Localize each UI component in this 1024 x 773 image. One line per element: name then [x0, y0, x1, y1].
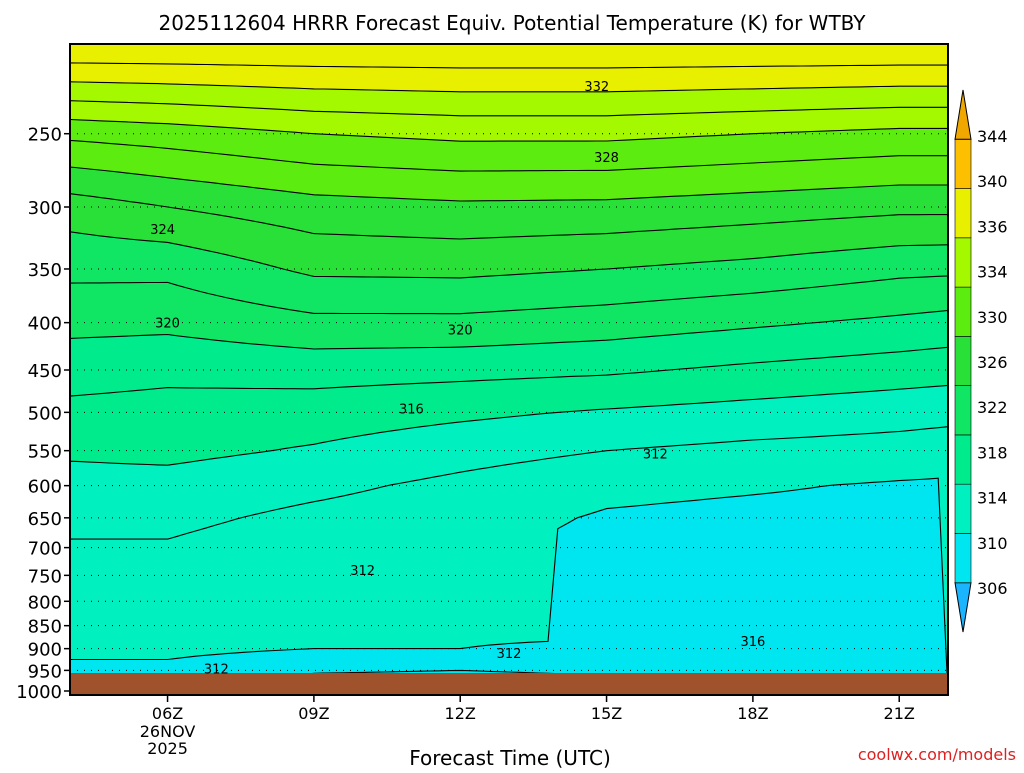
contour-label-text: 312: [350, 564, 375, 579]
contour-label-text: 320: [448, 324, 473, 339]
filled-bands: [70, 44, 948, 695]
y-tick-label: 350: [28, 260, 62, 281]
colorbar-swatch-312: [954, 483, 972, 534]
contour-label: 312: [643, 448, 668, 463]
contour-label: 316: [740, 635, 765, 650]
contour-label: 332: [584, 80, 609, 95]
x-tick-label: 15Z: [591, 704, 622, 723]
y-tick-label: 800: [28, 592, 62, 613]
contour-label-text: 328: [594, 151, 619, 166]
contour-334: [70, 100, 948, 117]
y-tick-label: 400: [28, 314, 62, 335]
contour-label: 312: [204, 662, 229, 677]
colorbar-label: 344: [977, 127, 1008, 146]
contour-326: [70, 193, 948, 240]
y-tick-label: 750: [28, 566, 62, 587]
colorbar-swatch-332: [954, 237, 972, 288]
contour-320: [70, 309, 948, 350]
contour-314: [70, 426, 948, 540]
y-tick-label: 1000: [16, 682, 62, 703]
contour-330: [70, 139, 948, 172]
contour-labels: 332 328 324 320 320 316 312 312 312 316 312: [150, 80, 765, 677]
contour-318: [70, 346, 948, 397]
y-tick-label: 900: [28, 640, 62, 661]
colorbar-label: 310: [977, 534, 1008, 553]
y-tick-label: 550: [28, 442, 62, 463]
contour-label: 316: [399, 402, 424, 417]
colorbar-swatch-308: [954, 533, 972, 584]
contour-label-text: 316: [740, 635, 765, 650]
x-axis-title: Forecast Time (UTC): [409, 746, 611, 768]
colorbar-label: 318: [977, 443, 1008, 462]
contour-312: [70, 477, 948, 695]
contour-338: [70, 62, 948, 69]
contour-label-text: 312: [497, 647, 522, 662]
contour-332: [70, 118, 948, 142]
y-tick-label: 850: [28, 617, 62, 638]
colorbar-cap-top: [954, 89, 972, 140]
chart-title: 2025112604 HRRR Forecast Equiv. Potentia…: [158, 11, 866, 35]
colorbar-label: 334: [977, 263, 1008, 282]
contour-label: 324: [150, 223, 175, 238]
colorbar-swatch-336: [954, 188, 972, 239]
x-tick-label: 09Z: [298, 704, 329, 723]
contour-328: [70, 166, 948, 202]
pressure-axis: 2503003504004505005506006507007508008509…: [16, 125, 70, 703]
x-tick-sublabel: 26NOV: [140, 722, 196, 741]
contour-label: 312: [350, 564, 375, 579]
y-tick-label: 250: [28, 125, 62, 146]
colorbar-swatch-340: [954, 138, 972, 189]
y-tick-label: 300: [28, 198, 62, 219]
colorbar-label: 330: [977, 308, 1008, 327]
contour-label-text: 320: [155, 317, 180, 332]
contour-label: 312: [497, 647, 522, 662]
colorbar-swatch-320: [954, 385, 972, 436]
contour-label-text: 312: [643, 448, 668, 463]
y-tick-label: 700: [28, 539, 62, 560]
contour-label: 320: [155, 317, 180, 332]
colorbar-swatch-324: [954, 336, 972, 386]
contour-336: [70, 81, 948, 93]
x-tick-label: 21Z: [884, 704, 915, 723]
contour-324: [70, 231, 948, 279]
contour-label-text: 316: [399, 402, 424, 417]
colorbar: 344 340 336 334 330 326 322 318 314 310 306: [954, 89, 1008, 633]
colorbar-cap-bottom: [954, 582, 972, 633]
contour-label: 328: [594, 151, 619, 166]
colorbar-label: 340: [977, 172, 1008, 191]
colorbar-label: 306: [977, 579, 1008, 598]
y-tick-label: 600: [28, 477, 62, 498]
x-tick-label: 18Z: [737, 704, 768, 723]
contour-lines: [70, 62, 948, 695]
colorbar-label: 326: [977, 353, 1008, 372]
contour-316: [70, 384, 948, 466]
credit-text: coolwx.com/models: [858, 745, 1016, 764]
contour-label-text: 332: [584, 80, 609, 95]
y-tick-label: 650: [28, 509, 62, 530]
contour-label-text: 312: [204, 662, 229, 677]
contour-label-text: 324: [150, 223, 175, 238]
y-tick-label: 450: [28, 361, 62, 382]
y-tick-label: 950: [28, 661, 62, 682]
contour-322: [70, 275, 948, 315]
colorbar-swatch-328: [954, 286, 972, 337]
ground-rect: [70, 673, 948, 695]
ground-surface: [70, 673, 948, 695]
y-tick-label: 500: [28, 403, 62, 424]
x-tick-label: 12Z: [445, 704, 476, 723]
contour-plot-area: [70, 44, 948, 695]
colorbar-label: 322: [977, 398, 1008, 417]
x-tick-label: 06Z: [152, 704, 183, 723]
x-tick-sublabel: 2025: [147, 739, 188, 758]
colorbar-label: 314: [977, 489, 1008, 508]
colorbar-swatch-316: [954, 434, 972, 485]
contour-label: 320: [448, 324, 473, 339]
colorbar-label: 336: [977, 217, 1008, 236]
